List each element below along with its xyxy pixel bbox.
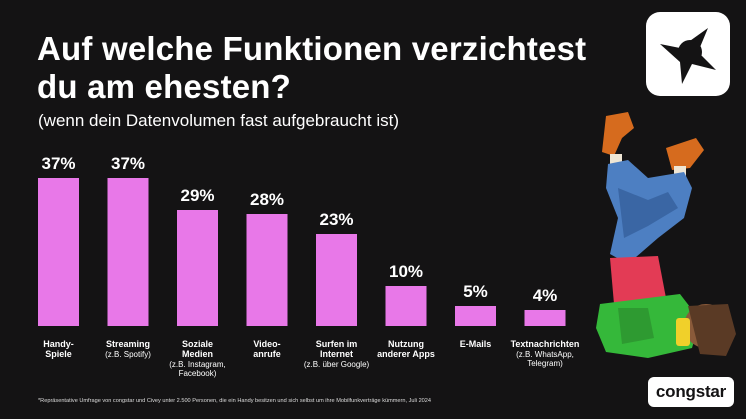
- bar-value-label-5: 10%: [389, 262, 423, 281]
- bar-2: [177, 210, 218, 326]
- category-label-0-1: Spiele: [45, 349, 72, 359]
- category-note-7-0: (z.B. WhatsApp,: [516, 350, 574, 359]
- congstar-brand-logo: congstar: [648, 377, 734, 407]
- bar-6: [455, 306, 496, 326]
- congstar-star-logo: [646, 12, 730, 96]
- category-label-0-0: Handy-: [43, 339, 74, 349]
- category-label-4-1: Internet: [320, 349, 353, 359]
- bar-3: [246, 214, 288, 326]
- category-label-2-0: Soziale: [182, 339, 213, 349]
- category-label-1-0: Streaming: [106, 339, 150, 349]
- bar-0: [38, 178, 79, 326]
- bar-value-label-4: 23%: [319, 210, 353, 229]
- bar-value-label-1: 37%: [111, 154, 145, 173]
- bar-value-label-7: 4%: [533, 286, 558, 305]
- star-icon: [660, 28, 716, 84]
- chart-subtitle: (wenn dein Datenvolumen fast aufgebrauch…: [38, 111, 399, 130]
- bar-4: [316, 234, 357, 326]
- category-label-4-0: Surfen im: [316, 339, 358, 349]
- category-note-7-1: Telegram): [527, 359, 563, 368]
- footnote: *Repräsentative Umfrage von congstar und…: [38, 398, 432, 404]
- person-illustration: [596, 112, 736, 358]
- category-label-3-1: anrufe: [253, 349, 281, 359]
- category-note-4-0: (z.B. über Google): [304, 360, 370, 369]
- bar-value-label-2: 29%: [180, 186, 214, 205]
- category-label-7-0: Textnachrichten: [511, 339, 580, 349]
- category-label-2-1: Medien: [182, 349, 213, 359]
- bar-7: [524, 310, 566, 326]
- category-note-2-0: (z.B. Instagram,: [169, 360, 225, 369]
- bar-value-label-3: 28%: [250, 190, 284, 209]
- category-note-1-0: (z.B. Spotify): [105, 350, 151, 359]
- category-label-5-0: Nutzung: [388, 339, 424, 349]
- category-label-6-0: E-Mails: [460, 339, 492, 349]
- category-label-3-0: Video-: [253, 339, 280, 349]
- category-note-2-1: Facebook): [179, 369, 217, 378]
- bar-value-label-0: 37%: [41, 154, 75, 173]
- bar-value-label-6: 5%: [463, 282, 488, 301]
- bar-5: [385, 286, 427, 326]
- bar-1: [107, 178, 149, 326]
- category-label-5-1: anderer Apps: [377, 349, 435, 359]
- chart-title: Auf welche Funktionen verzichtest du am …: [37, 30, 587, 105]
